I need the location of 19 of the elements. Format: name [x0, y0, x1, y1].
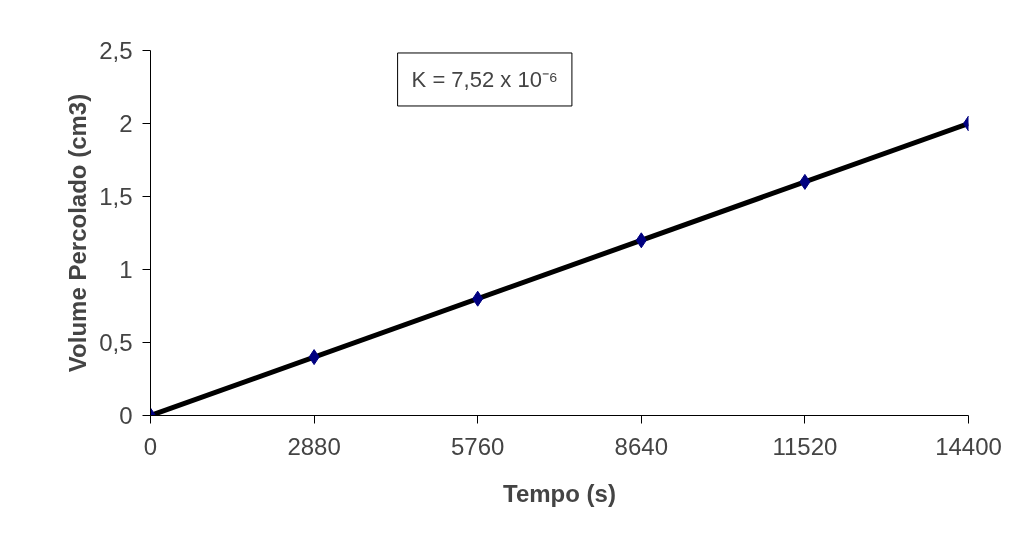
y-tick-label: 0,5 — [99, 329, 133, 356]
x-tick-label: 14400 — [935, 432, 1002, 460]
y-axis-title: Volume Percolado (cm3) — [64, 93, 92, 373]
point — [635, 232, 647, 249]
point — [799, 173, 811, 190]
annotation: K = 7,52 x 10⁻⁶ — [411, 66, 558, 92]
x-tick-label: 0 — [143, 432, 158, 460]
x-axis-title: Tempo (s) — [503, 479, 616, 507]
x-tick-label: 2880 — [287, 432, 341, 460]
y-tick-label: 2,5 — [99, 37, 133, 64]
x-tick-label: 11520 — [772, 432, 838, 460]
x-tick-label: 8640 — [614, 432, 668, 460]
point — [308, 349, 320, 366]
y-tick-label: 2 — [119, 110, 133, 137]
y-tick-label: 1 — [119, 256, 133, 283]
point — [472, 290, 484, 307]
y-tick-label: 0 — [119, 402, 133, 429]
y-tick-label: 1,5 — [99, 183, 133, 210]
x-tick-label: 5760 — [451, 432, 505, 460]
